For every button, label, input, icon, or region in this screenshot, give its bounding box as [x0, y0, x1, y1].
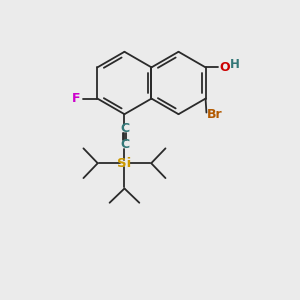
Text: F: F — [72, 92, 80, 105]
Text: Si: Si — [117, 157, 132, 170]
Text: C: C — [120, 138, 129, 151]
Text: C: C — [120, 122, 129, 135]
Text: O: O — [219, 61, 230, 74]
Text: H: H — [230, 58, 240, 71]
Text: Br: Br — [207, 108, 223, 122]
